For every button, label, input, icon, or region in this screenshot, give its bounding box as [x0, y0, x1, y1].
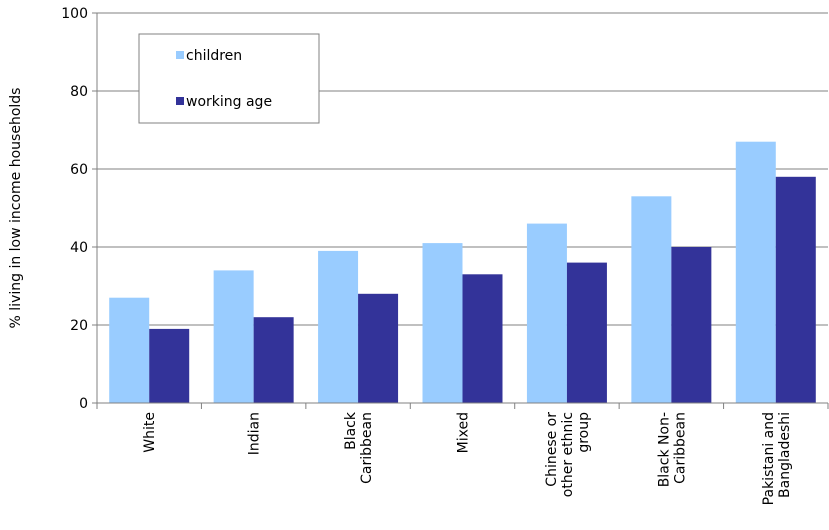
x-axis-ticks: [96, 403, 829, 409]
legend-swatch-children: [176, 51, 184, 59]
y-tick-label: 60: [70, 162, 88, 178]
y-tick-label: 0: [79, 396, 88, 412]
legend-label-children: children: [186, 48, 242, 64]
x-axis-labels: White Indian BlackCaribbean Mixed Chinese or…: [142, 411, 793, 505]
bar-working-age: [358, 293, 399, 403]
x-tick-label: Chinese orother ethnicgroup: [544, 412, 592, 497]
y-axis-title: % living in low income households: [8, 88, 24, 329]
legend-swatch-working-age: [176, 97, 184, 105]
bar-working-age: [462, 274, 503, 403]
x-tick-label-line: Black Non-: [656, 412, 672, 487]
bar-working-age: [775, 176, 816, 403]
legend: children working age: [138, 33, 320, 124]
bar-children: [631, 196, 672, 403]
bar-children: [213, 270, 254, 403]
y-tick-label: 20: [70, 318, 88, 334]
x-tick-label-line: Bangladeshi: [777, 412, 793, 498]
x-tick-label-line: White: [142, 412, 158, 453]
legend-label-working-age: working age: [186, 94, 272, 110]
bar-children: [422, 243, 463, 403]
x-tick-label: Black Non-Caribbean: [656, 412, 688, 487]
x-tick-label: Pakistani andBangladeshi: [761, 412, 793, 505]
x-tick-label-line: other ethnic: [560, 412, 576, 497]
x-tick-label: White: [142, 412, 158, 453]
legend-box: [138, 33, 320, 124]
x-tick-label-line: group: [576, 412, 592, 453]
x-tick-label-line: Caribbean: [672, 412, 688, 484]
x-tick-label-line: Mixed: [456, 412, 472, 453]
bar-children: [735, 141, 776, 403]
bar-working-age: [671, 247, 712, 403]
bar-working-age: [149, 328, 190, 403]
y-tick-label: 100: [61, 6, 88, 22]
bar-children: [318, 250, 359, 403]
bar-children: [526, 223, 567, 403]
x-tick-label: BlackCaribbean: [343, 411, 375, 484]
x-tick-label-line: Black: [343, 411, 359, 450]
bar-working-age: [253, 317, 294, 403]
y-tick-label: 40: [70, 240, 88, 256]
x-tick-label: Indian: [247, 412, 263, 455]
x-tick-label-line: Indian: [247, 412, 263, 455]
bar-children: [109, 297, 150, 403]
y-tick-label: 80: [70, 84, 88, 100]
y-axis-ticks: 0 20 40 60 80 100: [61, 6, 97, 412]
x-tick-label: Mixed: [456, 412, 472, 453]
bars: [109, 141, 816, 403]
x-tick-label-line: Pakistani and: [761, 412, 777, 505]
x-tick-label-line: Caribbean: [359, 412, 375, 484]
x-tick-label-line: Chinese or: [544, 412, 560, 487]
bar-working-age: [566, 262, 607, 403]
